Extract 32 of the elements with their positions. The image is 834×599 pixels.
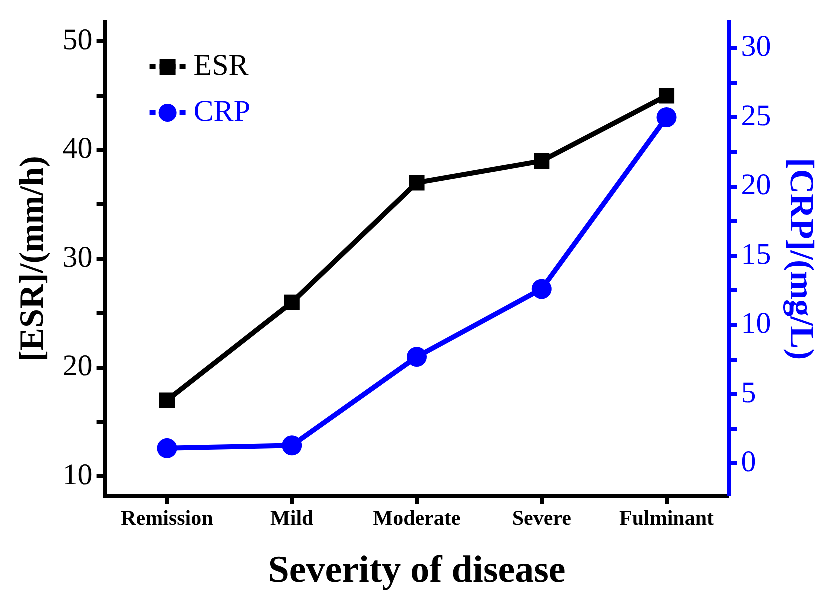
legend-label: ESR	[194, 48, 249, 82]
point	[656, 108, 677, 128]
x-axis-title: Severity of disease	[268, 549, 566, 592]
point	[157, 438, 178, 458]
y-tick-label: 40	[62, 132, 93, 166]
point	[658, 88, 675, 104]
x-tick-label: Severe	[512, 506, 572, 530]
point	[409, 175, 425, 191]
point	[534, 153, 550, 169]
y2-tick-label: 5	[741, 376, 756, 410]
x-tick-label: Mild	[270, 506, 314, 530]
point	[159, 392, 176, 408]
y-tick-label: 30	[62, 240, 93, 274]
point	[284, 294, 300, 310]
legend-label: CRP	[194, 94, 251, 128]
x-tick-label: Fulminant	[619, 506, 714, 530]
y-tick-label: 10	[62, 458, 93, 492]
point	[532, 279, 552, 300]
y2-axis-title: [CRP]/(mg/L)	[782, 158, 820, 360]
x-tick-label: Remission	[121, 506, 214, 530]
y2-tick-label: 10	[741, 307, 772, 340]
y-tick-label: 20	[62, 350, 93, 383]
y-tick-label: 50	[62, 23, 93, 56]
y-axis-title: [ESR]/(mm/h)	[14, 156, 52, 362]
x-tick-label: Moderate	[373, 506, 461, 530]
y2-tick-label: 25	[741, 99, 772, 132]
y2-tick-label: 30	[741, 30, 772, 64]
y2-tick-label: 15	[741, 238, 772, 271]
y2-tick-label: 20	[741, 168, 772, 202]
point	[407, 347, 427, 368]
y2-tick-label: 0	[741, 446, 756, 479]
point	[282, 436, 302, 456]
